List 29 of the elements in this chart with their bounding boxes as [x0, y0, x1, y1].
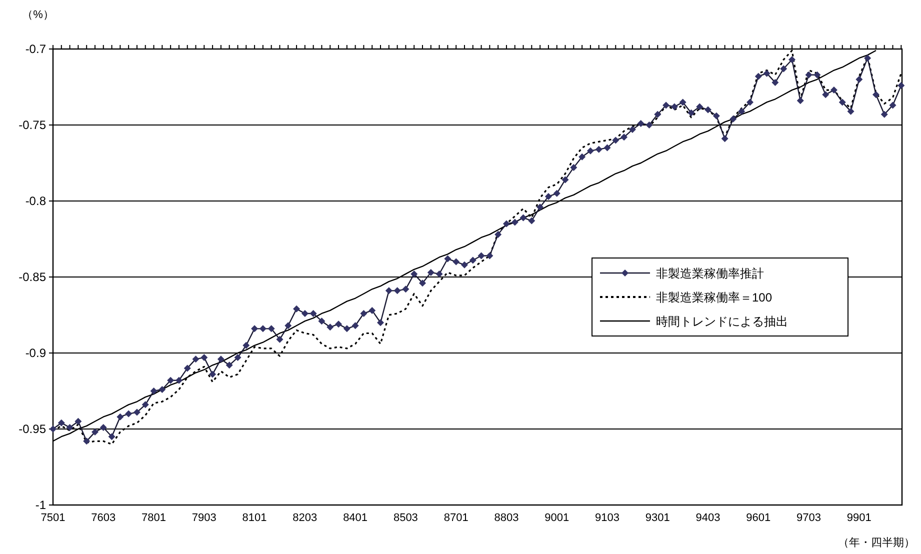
- y-tick-label: -0.8: [25, 194, 46, 208]
- y-tick-label: -0.7: [25, 42, 46, 56]
- x-tick-label: 8203: [292, 512, 318, 524]
- y-tick-label: -0.9: [25, 346, 46, 360]
- y-tick-label: -0.85: [18, 270, 46, 284]
- x-tick-label: 8101: [242, 512, 267, 524]
- x-tick-label: 8803: [494, 512, 519, 524]
- x-tick-label: 9403: [696, 512, 720, 524]
- x-tick-label: 7603: [91, 512, 116, 524]
- x-tick-label: 9901: [846, 512, 872, 524]
- x-tick-label: 9001: [544, 512, 570, 524]
- y-axis-title: （%）: [22, 9, 54, 21]
- y-tick-label: -1: [35, 498, 46, 512]
- x-axis-title: （年・四半期）: [838, 536, 915, 549]
- legend-label: 時間トレンドによる抽出: [656, 314, 788, 328]
- x-tick-label: 9103: [595, 512, 620, 524]
- y-tick-label: -0.75: [18, 118, 46, 132]
- legend-label: 非製造業稼働率推計: [656, 266, 764, 280]
- y-tick-label: -0.95: [18, 422, 46, 436]
- x-tick-label: 8503: [393, 512, 418, 524]
- x-tick-label: 8401: [343, 512, 368, 524]
- x-tick-label: 7501: [40, 512, 66, 524]
- x-tick-label: 9703: [796, 512, 822, 524]
- x-tick-label: 7801: [142, 512, 166, 524]
- legend-label: 非製造業稼働率＝100: [656, 290, 772, 304]
- x-tick-label: 8701: [444, 512, 468, 524]
- x-tick-label: 9601: [746, 512, 771, 524]
- x-tick-label: 7903: [192, 512, 216, 524]
- x-tick-label: 9301: [645, 512, 670, 524]
